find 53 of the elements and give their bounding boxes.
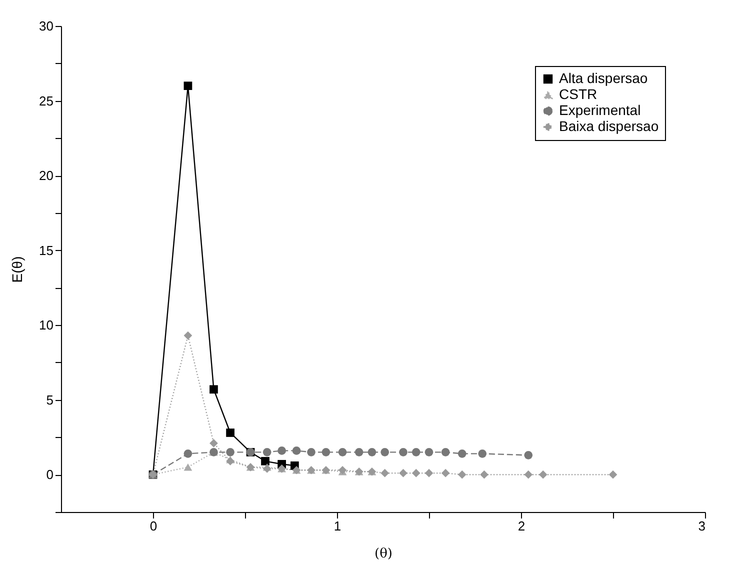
y-tick-label: 15 — [39, 242, 54, 258]
point — [338, 448, 347, 456]
x-tick-label: 2 — [518, 518, 526, 534]
point — [210, 439, 218, 448]
point — [538, 470, 548, 479]
point — [368, 448, 376, 456]
x-tick-label: 1 — [334, 518, 342, 534]
point — [338, 466, 347, 474]
legend-label: CSTR — [559, 86, 598, 102]
x-tick-label: 0 — [150, 518, 158, 534]
point — [322, 448, 330, 456]
y-tick-label: 25 — [39, 93, 54, 108]
point — [424, 448, 434, 456]
point — [307, 448, 316, 456]
point — [292, 446, 301, 455]
point — [524, 451, 533, 460]
y-axis-title: E(θ) — [9, 256, 26, 283]
x-axis-title: (θ) — [374, 546, 392, 562]
point — [184, 464, 192, 471]
legend-label: Experimental — [559, 102, 641, 118]
y-tick-label: 10 — [39, 318, 54, 333]
y-tick-label: 5 — [46, 392, 54, 408]
point — [524, 470, 533, 479]
y-tick-label: 0 — [46, 467, 54, 482]
point — [184, 82, 192, 90]
point — [354, 448, 364, 456]
point — [478, 450, 487, 458]
y-tick-label: 20 — [39, 168, 54, 184]
point — [380, 468, 390, 478]
legend-label: Baixa dispersao — [559, 118, 659, 134]
y-tick-label: 30 — [39, 18, 54, 34]
x-tick-label: 3 — [698, 518, 706, 534]
point — [262, 448, 272, 456]
point — [184, 450, 192, 458]
legend-label: Alta dispersao — [559, 70, 648, 86]
point — [441, 448, 450, 456]
point — [458, 450, 466, 458]
point — [380, 448, 390, 456]
point — [278, 446, 286, 455]
point — [412, 468, 420, 478]
point — [441, 468, 450, 478]
point — [210, 385, 218, 394]
point — [399, 448, 408, 456]
point — [424, 468, 434, 478]
point — [458, 470, 466, 479]
point — [480, 470, 488, 479]
point — [608, 470, 618, 479]
point — [226, 428, 234, 437]
point — [399, 468, 408, 478]
point — [261, 456, 270, 466]
point — [412, 448, 420, 456]
point — [226, 448, 234, 456]
point — [184, 331, 192, 340]
